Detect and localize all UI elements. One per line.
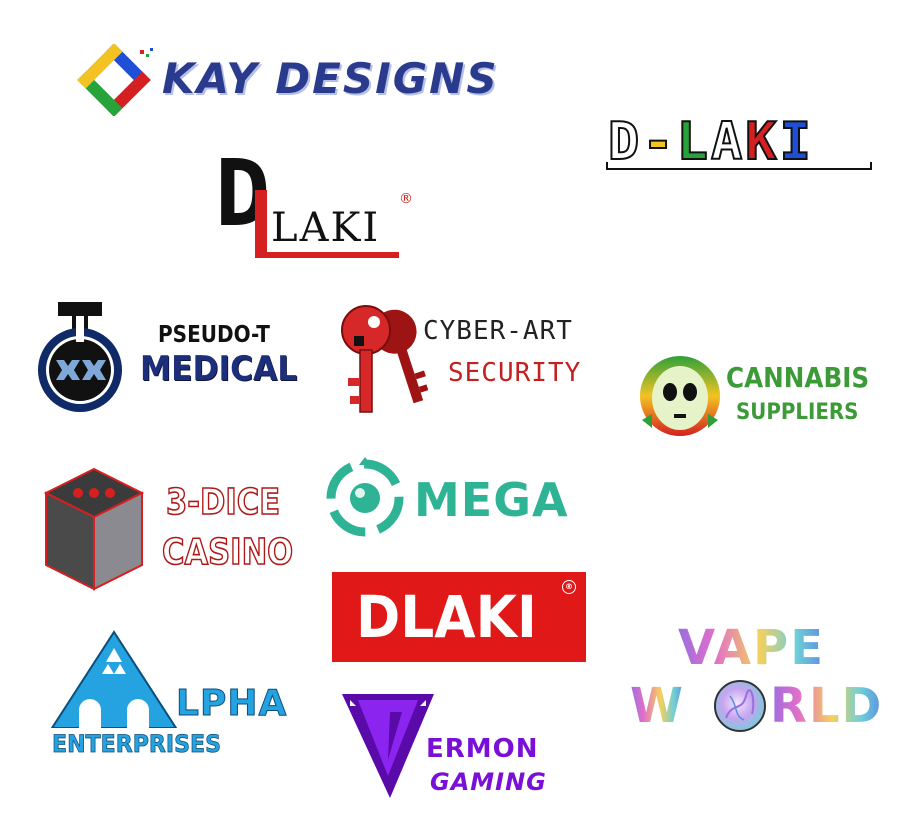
enterprises-text: ENTERPRISES: [52, 730, 222, 758]
d-laki-letter-d: D: [607, 111, 643, 173]
d-laki-underline: [606, 162, 872, 170]
cyber-art-text: CYBER-ART: [423, 316, 573, 346]
three-dice-casino-logo: 3-DICE CASINO: [44, 465, 304, 595]
d-laki-letter-i: I: [779, 111, 814, 173]
mega-logo: MEGA: [322, 455, 584, 545]
target-icon: [326, 457, 404, 537]
ermon-text: ERMON: [426, 734, 539, 764]
vape-text: VAPE: [678, 620, 826, 676]
three-dice-text: 3-DICE: [165, 482, 281, 523]
cannabis-suppliers-logo: CANNABIS SUPPLIERS: [636, 350, 870, 440]
mega-text: MEGA: [414, 473, 569, 527]
red-box: [332, 572, 586, 662]
dlaki-red-text: DLAKI: [356, 583, 537, 651]
pseudo-t-text: PSEUDO-T: [158, 320, 270, 348]
v-shield-icon: [342, 694, 434, 798]
security-text: SECURITY: [448, 358, 582, 388]
flask-icon: [38, 302, 122, 412]
d-laki-outline-text: D-LAKI: [607, 111, 814, 173]
vape-world-logo: VAPE W RLD: [624, 620, 881, 740]
dlaki-d-notch: [241, 182, 251, 192]
d-laki-outline-logo: D-LAKI: [604, 110, 874, 173]
registered-mark-red: ®: [562, 580, 576, 594]
d-laki-letter-a: A: [710, 111, 746, 173]
triangle-a-icon: [50, 630, 178, 728]
d-laki-registered-logo: D LAKI ®: [215, 148, 420, 266]
cyber-art-security-logo: CYBER-ART SECURITY: [330, 300, 590, 418]
suppliers-text: SUPPLIERS: [736, 400, 859, 425]
kay-designs-logo: KAY DESIGNS: [74, 42, 497, 117]
casino-text: CASINO: [161, 532, 294, 573]
world-w-text: W: [630, 678, 685, 734]
registered-mark: ®: [399, 191, 413, 207]
pseudo-t-medical-logo: PSEUDO-T MEDICAL: [30, 298, 297, 416]
d-laki-dash: -: [641, 111, 677, 173]
dlaki-red-l-bar: [255, 190, 267, 256]
medical-text: MEDICAL: [140, 349, 298, 389]
dice-cube-icon: [44, 467, 145, 591]
vermon-gaming-logo: ERMON GAMING: [340, 690, 570, 802]
alpha-enterprises-logo: LPHA ENTERPRISES: [48, 628, 300, 768]
kay-designs-text: KAY DESIGNS: [162, 54, 499, 103]
alien-face-icon: [640, 356, 720, 436]
diamond-icon: [77, 44, 153, 116]
dlaki-laki-text: LAKI: [271, 205, 381, 251]
keys-icon: [341, 305, 429, 413]
world-rld-text: RLD: [770, 678, 884, 734]
cannabis-text: CANNABIS: [726, 361, 870, 394]
smoke-orb-icon: [714, 680, 766, 732]
alpha-text: LPHA: [175, 683, 288, 724]
dlaki-red-base: [255, 252, 399, 258]
d-laki-letter-l: L: [676, 111, 711, 173]
d-laki-letter-k: K: [744, 111, 780, 173]
dlaki-red-logo: DLAKI ®: [332, 572, 588, 664]
gaming-text: GAMING: [430, 768, 547, 796]
